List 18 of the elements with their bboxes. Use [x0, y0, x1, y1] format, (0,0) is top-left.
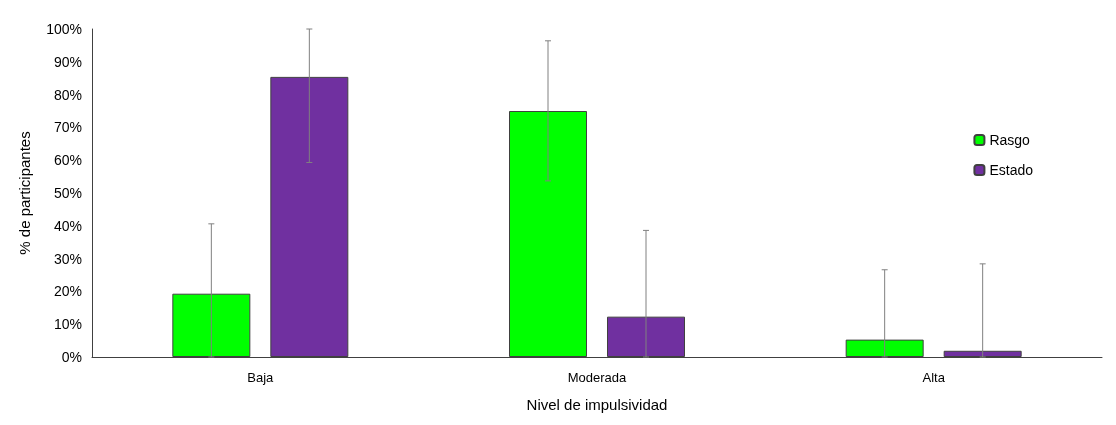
x-axis-title: Nivel de impulsividad	[526, 396, 668, 413]
x-tick-label: Alta	[922, 370, 946, 385]
y-tick-label: 30%	[53, 250, 82, 267]
legend-label: Rasgo	[989, 132, 1031, 148]
y-axis-title: % de participantes	[16, 131, 33, 255]
y-tick-label: 20%	[53, 283, 82, 300]
y-tick-label: 50%	[53, 185, 82, 201]
x-tick-label: Moderada	[567, 370, 628, 385]
y-tick-label: 10%	[53, 316, 82, 333]
x-tick-label: Baja	[247, 370, 275, 385]
y-tick-label: 70%	[53, 119, 82, 136]
y-tick-label: 40%	[53, 217, 82, 234]
legend-label: Estado	[989, 162, 1034, 178]
y-tick-label: 80%	[53, 86, 82, 103]
y-tick-label: 90%	[53, 53, 82, 70]
y-tick-label: 60%	[53, 152, 82, 169]
y-tick-label: 100%	[46, 21, 82, 37]
y-tick-label: 0%	[61, 349, 82, 365]
